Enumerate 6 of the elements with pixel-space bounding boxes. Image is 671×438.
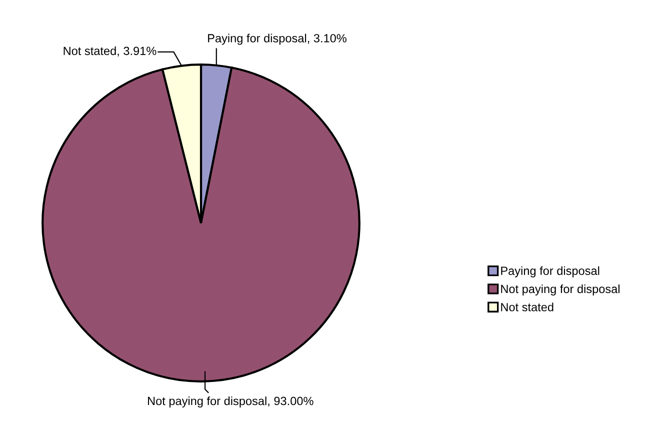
legend-label: Not stated: [501, 302, 554, 312]
legend-label: Not paying for disposal: [501, 284, 620, 296]
data-label: Paying for disposal, 3.10%: [208, 34, 346, 45]
data-label: Not paying for disposal, 93.00%: [148, 396, 314, 408]
data-label: Not stated, 3.91%: [64, 46, 156, 56]
legend-label: Paying for disposal: [501, 266, 600, 278]
